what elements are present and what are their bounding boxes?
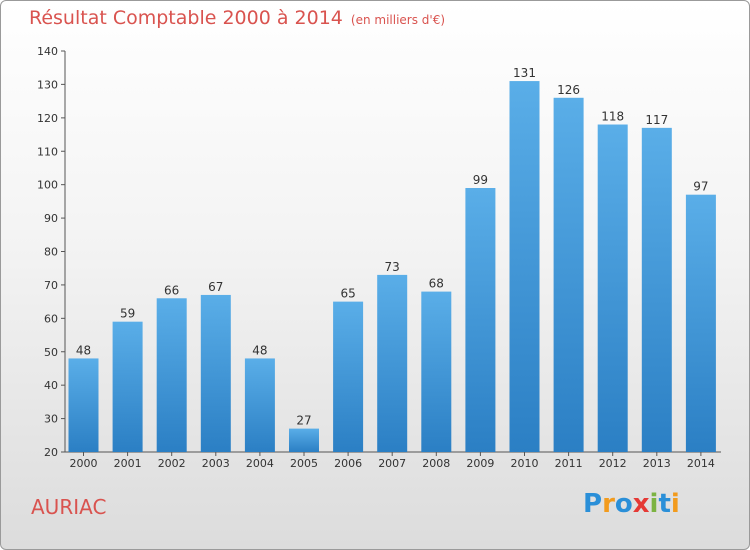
logo-letter: i bbox=[670, 489, 680, 519]
logo-letter: t bbox=[658, 489, 671, 519]
y-tick-label: 30 bbox=[44, 413, 58, 426]
x-tick-label: 2012 bbox=[599, 457, 627, 470]
y-tick-label: 110 bbox=[37, 145, 58, 158]
y-tick-label: 130 bbox=[37, 78, 58, 91]
y-tick-label: 100 bbox=[37, 179, 58, 192]
bar-2012 bbox=[597, 124, 628, 453]
x-tick-label: 2001 bbox=[114, 457, 142, 470]
x-tick-label: 2008 bbox=[422, 457, 450, 470]
data-label-2009: 99 bbox=[473, 173, 488, 187]
y-tick-label: 120 bbox=[37, 112, 58, 125]
y-tick-label: 40 bbox=[44, 379, 58, 392]
y-tick-label: 20 bbox=[44, 446, 58, 459]
x-tick-label: 2014 bbox=[687, 457, 715, 470]
data-label-2014: 97 bbox=[693, 180, 708, 194]
bar-2005 bbox=[289, 428, 319, 452]
logo-letter: i bbox=[649, 489, 659, 519]
x-tick-label: 2009 bbox=[466, 457, 494, 470]
bar-2003 bbox=[200, 294, 231, 452]
data-label-2000: 48 bbox=[76, 343, 91, 357]
bar-2000 bbox=[68, 358, 99, 452]
x-tick-label: 2013 bbox=[643, 457, 671, 470]
x-tick-label: 2003 bbox=[202, 457, 230, 470]
data-label-2004: 48 bbox=[252, 343, 267, 357]
bar-2008 bbox=[421, 291, 452, 452]
data-label-2011: 126 bbox=[557, 83, 580, 97]
x-tick-label: 2004 bbox=[246, 457, 274, 470]
x-tick-label: 2005 bbox=[290, 457, 318, 470]
data-label-2007: 73 bbox=[385, 260, 400, 274]
x-tick-label: 2007 bbox=[378, 457, 406, 470]
y-tick-label: 140 bbox=[37, 45, 58, 58]
x-tick-label: 2006 bbox=[334, 457, 362, 470]
chart-subtitle: (en milliers d'€) bbox=[350, 13, 446, 27]
x-tick-label: 2010 bbox=[511, 457, 539, 470]
logo-letter: o bbox=[614, 489, 633, 519]
bar-2011 bbox=[553, 97, 584, 453]
y-tick-label: 60 bbox=[44, 312, 58, 325]
data-label-2003: 67 bbox=[208, 280, 223, 294]
chart-title-block: Résultat Comptable 2000 à 2014 (en millie… bbox=[29, 7, 445, 29]
bar-2002 bbox=[156, 298, 187, 452]
data-label-2001: 59 bbox=[120, 307, 135, 321]
chart-title: Résultat Comptable 2000 à 2014 bbox=[29, 7, 343, 29]
data-label-2005: 27 bbox=[296, 414, 311, 428]
y-tick-label: 80 bbox=[44, 246, 58, 259]
bar-2010 bbox=[509, 81, 540, 452]
data-label-2008: 68 bbox=[429, 277, 444, 291]
bar-2007 bbox=[377, 274, 408, 452]
logo-letter: x bbox=[632, 489, 650, 519]
bar-2004 bbox=[244, 358, 275, 452]
logo-letter: r bbox=[602, 489, 615, 519]
data-label-2010: 131 bbox=[513, 66, 536, 80]
logo-letter: P bbox=[583, 489, 603, 519]
x-tick-label: 2011 bbox=[555, 457, 583, 470]
proxiti-logo: Proxiti bbox=[583, 489, 680, 519]
data-label-2006: 65 bbox=[340, 287, 355, 301]
y-tick-label: 50 bbox=[44, 346, 58, 359]
bar-2013 bbox=[641, 127, 672, 452]
bar-2014 bbox=[685, 194, 716, 453]
data-label-2013: 117 bbox=[645, 113, 668, 127]
bar-2006 bbox=[333, 301, 364, 452]
data-label-2002: 66 bbox=[164, 283, 179, 297]
data-label-2012: 118 bbox=[601, 110, 624, 124]
y-tick-label: 70 bbox=[44, 279, 58, 292]
x-tick-label: 2002 bbox=[158, 457, 186, 470]
commune-name: AURIAC bbox=[31, 495, 107, 519]
y-tick-label: 90 bbox=[44, 212, 58, 225]
x-tick-label: 2000 bbox=[70, 457, 98, 470]
bar-2009 bbox=[465, 188, 496, 452]
bar-2001 bbox=[112, 321, 143, 452]
